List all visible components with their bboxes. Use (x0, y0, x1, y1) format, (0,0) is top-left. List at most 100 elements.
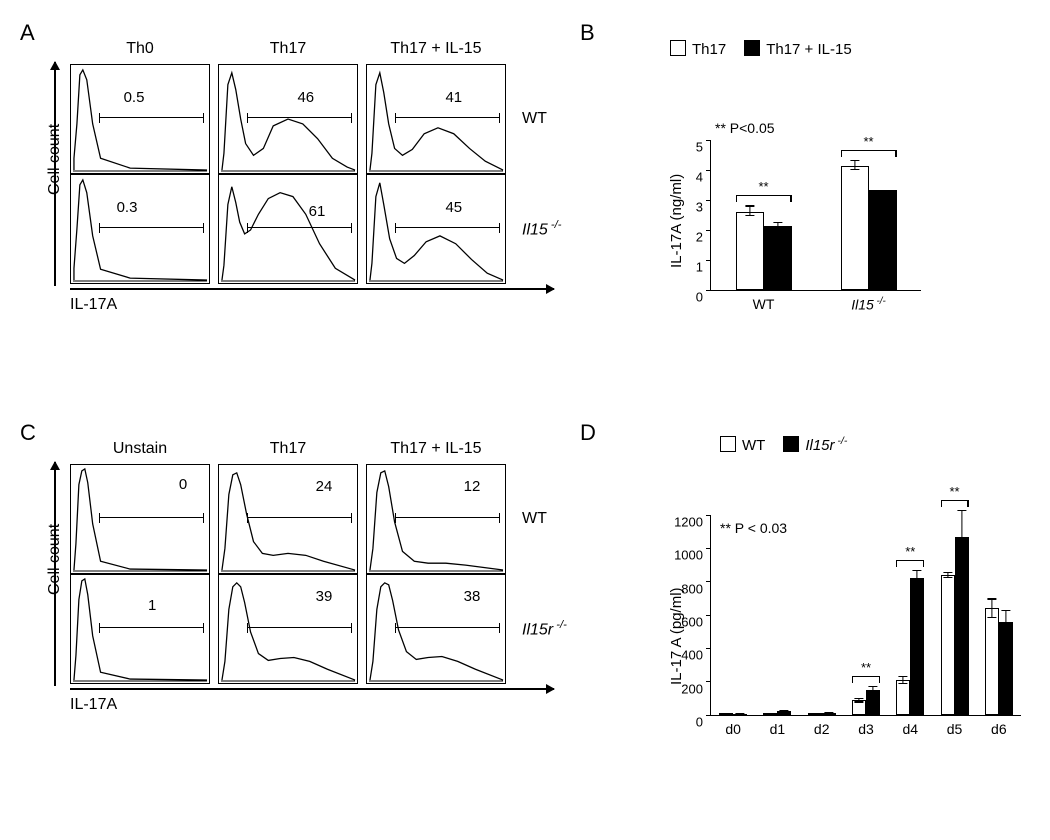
error-bar (777, 222, 778, 229)
gate-value: 0.5 (124, 89, 145, 106)
figure-root: A B C D Th0Th17Th17 + IL-15 0.5 46 (20, 20, 1030, 820)
gate-marker (247, 117, 352, 128)
panel-b-barchart: Th17Th17 + IL-15** P<0.05012345WTIl15 -/… (660, 80, 921, 291)
error-bar (858, 698, 859, 703)
ytick-label: 0 (696, 290, 711, 305)
error-bar (854, 160, 855, 171)
gate-marker (395, 227, 500, 238)
error-bar (882, 190, 883, 194)
error-bar (991, 598, 992, 618)
error-bar (749, 205, 750, 216)
x-axis-label: IL-17A (70, 296, 117, 314)
panel-label-a: A (20, 20, 35, 46)
legend-item: Th17 + IL-15 (744, 40, 851, 58)
bar-filled (764, 226, 792, 291)
significance-stars: ** (863, 134, 873, 149)
bar-plot-area: 020040060080010001200d0d1d2d3d4d5d6*****… (710, 515, 1021, 716)
gate-value: 24 (316, 478, 333, 495)
significance-bracket (941, 500, 969, 507)
panel-d-barchart: WTIl15r -/-** P < 0.03020040060080010001… (660, 475, 1021, 716)
error-bar (726, 714, 727, 715)
histogram-cell: 12 (366, 464, 506, 574)
ytick-label: 200 (681, 681, 711, 696)
xtick-label: Il15 -/- (851, 290, 886, 313)
histogram-cell: 39 (218, 574, 358, 684)
error-bar (961, 510, 962, 553)
xtick-label: WT (753, 290, 775, 312)
legend-swatch (720, 436, 736, 452)
y-axis-label: Cell count (46, 524, 64, 595)
histogram-cell: 41 (366, 64, 506, 174)
gate-marker (247, 227, 352, 238)
legend: WTIl15r -/- (720, 435, 847, 454)
significance-bracket (852, 676, 880, 683)
ytick-label: 5 (696, 140, 711, 155)
y-axis-label: IL-17A (ng/ml) (668, 173, 685, 267)
bar-plot-area: 012345WTIl15 -/-**** (710, 140, 921, 291)
bar-open (736, 212, 764, 290)
error-bar (770, 713, 771, 715)
panel-c-histograms: UnstainTh17Th17 + IL-15 0 24 (70, 440, 567, 684)
legend-swatch (783, 436, 799, 452)
error-bar (872, 686, 873, 694)
bar-open (841, 166, 869, 291)
ytick-label: 4 (696, 170, 711, 185)
bar-open (896, 680, 910, 715)
xtick-label: d0 (725, 715, 741, 737)
x-axis-label: IL-17A (70, 696, 117, 714)
bar-open (941, 575, 955, 715)
xtick-label: d2 (814, 715, 830, 737)
bar-filled (955, 537, 969, 715)
ytick-label: 400 (681, 648, 711, 663)
gate-value: 45 (445, 199, 462, 216)
error-bar (784, 710, 785, 712)
bar-filled (910, 578, 924, 715)
row-label: Il15 -/- (522, 219, 561, 239)
row-label: WT (522, 510, 547, 528)
gate-marker (247, 627, 352, 638)
gate-marker (99, 117, 204, 128)
hist-col-label: Th17 (218, 440, 358, 462)
gate-marker (395, 117, 500, 128)
error-bar (828, 712, 829, 714)
error-bar (917, 570, 918, 587)
legend-item: Il15r -/- (783, 435, 847, 454)
histogram-cell: 46 (218, 64, 358, 174)
ytick-label: 600 (681, 615, 711, 630)
error-bar (947, 572, 948, 579)
histogram-cell: 0.5 (70, 64, 210, 174)
significance-bracket (841, 150, 897, 157)
histogram-cell: 1 (70, 574, 210, 684)
gate-value: 41 (445, 89, 462, 106)
panel-a-histograms: Th0Th17Th17 + IL-15 0.5 46 (70, 40, 561, 284)
ytick-label: 1200 (674, 515, 711, 530)
xtick-label: d1 (770, 715, 786, 737)
histogram-cell: 45 (366, 174, 506, 284)
significance-bracket (736, 195, 792, 202)
gate-value: 12 (464, 478, 481, 495)
gate-value: 1 (148, 597, 156, 614)
hist-col-label: Th17 + IL-15 (366, 40, 506, 62)
legend: Th17Th17 + IL-15 (670, 40, 852, 58)
bar-open (985, 608, 999, 715)
y-axis-label: Cell count (46, 124, 64, 195)
x-axis-arrow (70, 288, 554, 290)
error-bar (814, 713, 815, 714)
histogram-cell: 38 (366, 574, 506, 684)
significance-stars: ** (758, 179, 768, 194)
significance-bracket (896, 560, 924, 567)
bar-filled (999, 622, 1013, 715)
significance-stars: ** (905, 544, 915, 559)
significance-stars: ** (950, 484, 960, 499)
error-bar (903, 676, 904, 684)
histogram-cell: 0.3 (70, 174, 210, 284)
gate-value: 0 (179, 476, 187, 493)
ytick-label: 2 (696, 230, 711, 245)
gate-value: 39 (316, 588, 333, 605)
gate-value: 38 (464, 588, 481, 605)
ytick-label: 1000 (674, 548, 711, 563)
x-axis-arrow (70, 688, 554, 690)
gate-marker (99, 227, 204, 238)
gate-marker (395, 627, 500, 638)
xtick-label: d6 (991, 715, 1007, 737)
